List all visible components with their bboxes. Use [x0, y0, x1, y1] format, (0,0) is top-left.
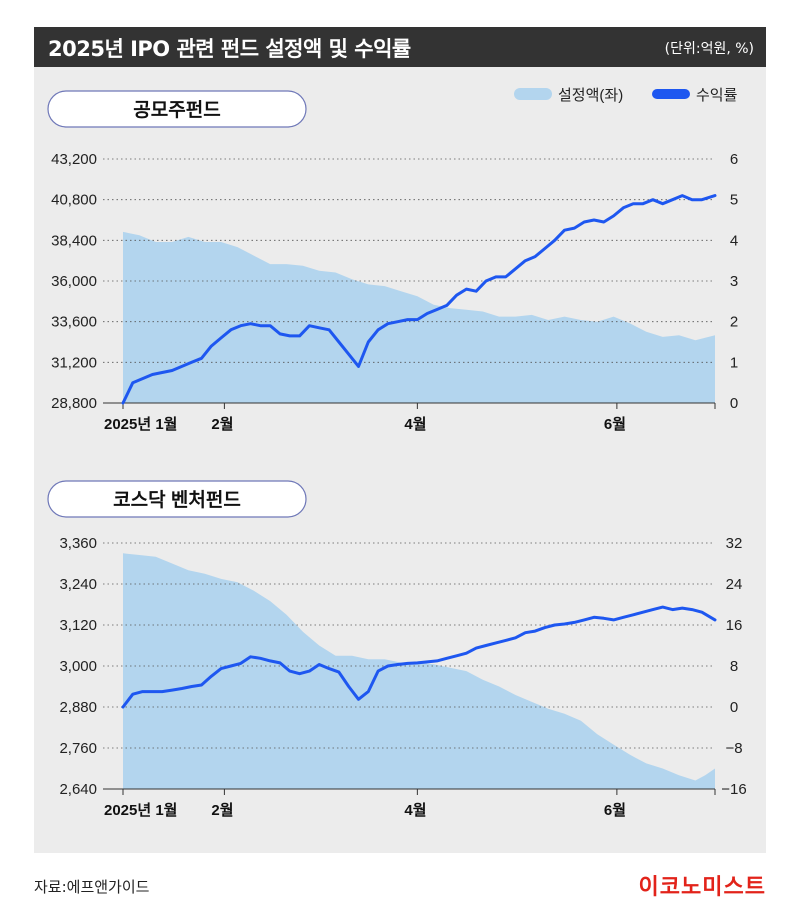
y-left-tick-label: 3,240 — [59, 576, 97, 593]
kosdaq-venture-fund-chart: 코스닥 벤처펀드 2,640 −16 2,760 −8 2,880 0 3,000 8 3,120… — [47, 480, 747, 819]
x-tick-label: 2월 — [211, 416, 233, 433]
y-right-tick-label: 4 — [730, 232, 738, 249]
y-left-tick-label: 33,600 — [51, 314, 97, 331]
legend-line-label: 수익률 — [696, 87, 738, 104]
y-right-tick-label: 24 — [726, 576, 743, 593]
panel-title-pill — [47, 480, 307, 518]
y-left-tick-label: 3,120 — [59, 617, 97, 634]
unit-label: (단위:억원, %) — [664, 41, 754, 57]
y-left-tick-label: 2,880 — [59, 699, 97, 716]
source-note: 자료:에프앤가이드 — [34, 878, 150, 896]
y-left-tick-label: 38,400 — [51, 232, 97, 249]
y-right-tick-label: 6 — [730, 151, 738, 168]
x-tick-label: 6월 — [604, 802, 626, 819]
x-tick-label: 6월 — [604, 416, 626, 433]
y-right-tick-label: 16 — [726, 617, 743, 634]
x-tick-label: 2025년 1월 — [104, 416, 177, 433]
y-right-tick-label: 2 — [730, 314, 738, 331]
setup-amount-area — [123, 553, 715, 789]
legend-area-swatch — [514, 88, 552, 100]
y-left-tick-label: 2,640 — [59, 781, 97, 798]
y-right-tick-label: −8 — [725, 740, 742, 757]
x-tick-label: 2월 — [211, 802, 233, 819]
return-line — [121, 194, 717, 405]
y-left-tick-label: 40,800 — [51, 192, 97, 209]
chart-title: 2025년 IPO 관련 펀드 설정액 및 수익률 — [48, 37, 411, 61]
x-tick-label: 2025년 1월 — [104, 802, 177, 819]
y-left-tick-label: 3,000 — [59, 658, 97, 675]
y-right-tick-label: 0 — [730, 699, 738, 716]
charts-svg: 설정액(좌) 수익률 공모주펀드 28,800 0 31,200 1 33,600 2 36,… — [47, 87, 747, 819]
publisher-logo: 이코노미스트 — [638, 875, 766, 900]
y-left-tick-label: 31,200 — [51, 354, 97, 371]
x-tick-label: 4월 — [404, 802, 426, 819]
y-right-tick-label: 32 — [726, 535, 743, 552]
y-left-tick-label: 28,800 — [51, 395, 97, 412]
ipo-fund-chart: 공모주펀드 28,800 0 31,200 1 33,600 2 36,000 3 38,400 4… — [47, 90, 738, 433]
return-line — [121, 605, 717, 709]
y-left-tick-label: 43,200 — [51, 151, 97, 168]
chart-header: 2025년 IPO 관련 펀드 설정액 및 수익률 (단위:억원, %) — [34, 27, 766, 67]
y-right-tick-label: −16 — [721, 781, 746, 798]
legend: 설정액(좌) 수익률 — [514, 87, 738, 104]
y-right-tick-label: 5 — [730, 192, 738, 209]
y-left-tick-label: 2,760 — [59, 740, 97, 757]
y-left-tick-label: 36,000 — [51, 273, 97, 290]
legend-line-swatch — [652, 89, 690, 99]
y-right-tick-label: 8 — [730, 658, 738, 675]
x-tick-label: 4월 — [404, 416, 426, 433]
panel-title: 공모주펀드 — [133, 99, 220, 121]
panel-title: 코스닥 벤처펀드 — [113, 489, 241, 511]
y-right-tick-label: 0 — [730, 395, 738, 412]
y-right-tick-label: 1 — [730, 354, 738, 371]
panel-title-pill — [47, 90, 307, 128]
y-left-tick-label: 3,360 — [59, 535, 97, 552]
y-right-tick-label: 3 — [730, 273, 738, 290]
legend-area-label: 설정액(좌) — [558, 87, 623, 104]
chart-panel: 설정액(좌) 수익률 공모주펀드 28,800 0 31,200 1 33,600 2 36,… — [34, 67, 766, 853]
